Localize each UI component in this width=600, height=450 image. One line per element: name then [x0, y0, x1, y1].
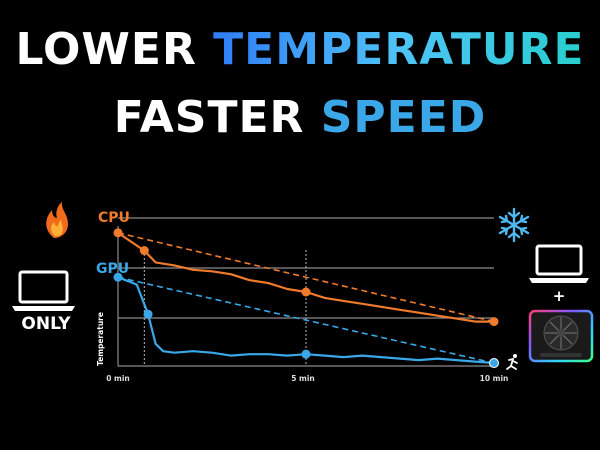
x-tick-5: 5 min — [291, 374, 315, 383]
cpu-series-label: CPU — [98, 210, 130, 226]
headline-lower: LOWER — [15, 24, 214, 75]
headline-temperature: TEMPERATURE — [213, 24, 585, 75]
headline-speed: SPEED — [320, 92, 487, 143]
trend-lines — [117, 232, 495, 364]
cpu-point-1 — [139, 246, 149, 256]
series-markers — [113, 228, 499, 369]
y-axis-label: Temperature — [96, 312, 105, 366]
gpu-series-label: GPU — [96, 261, 129, 277]
laptop-icon — [12, 270, 75, 311]
gpu-series-line — [117, 276, 495, 365]
gpu-point-3 — [489, 358, 499, 369]
snowflake-icon — [498, 207, 530, 243]
gpu-point-0 — [113, 272, 123, 282]
gpu-point-1 — [143, 309, 153, 319]
headline-faster: FASTER — [113, 92, 321, 143]
gpu-point-2 — [301, 349, 311, 359]
headline-line-2: FASTER SPEED — [0, 96, 600, 140]
laptop-icon — [529, 244, 589, 283]
gpu-trend-line — [117, 276, 495, 364]
x-tick-0: 0 min — [106, 374, 130, 383]
flame-icon — [46, 202, 68, 238]
cpu-point-0 — [113, 228, 123, 238]
headline-line-1: LOWER TEMPERATURE — [0, 28, 600, 72]
time-markers — [143, 250, 307, 366]
cpu-trend-line — [117, 232, 495, 323]
plus-sign: + — [553, 287, 566, 305]
cpu-point-3 — [489, 317, 499, 327]
cpu-point-2 — [301, 287, 311, 297]
x-tick-10: 10 min — [480, 374, 509, 383]
cooling-pad-icon — [528, 309, 594, 363]
only-label: ONLY — [21, 314, 71, 334]
running-figure-icon — [506, 354, 518, 370]
